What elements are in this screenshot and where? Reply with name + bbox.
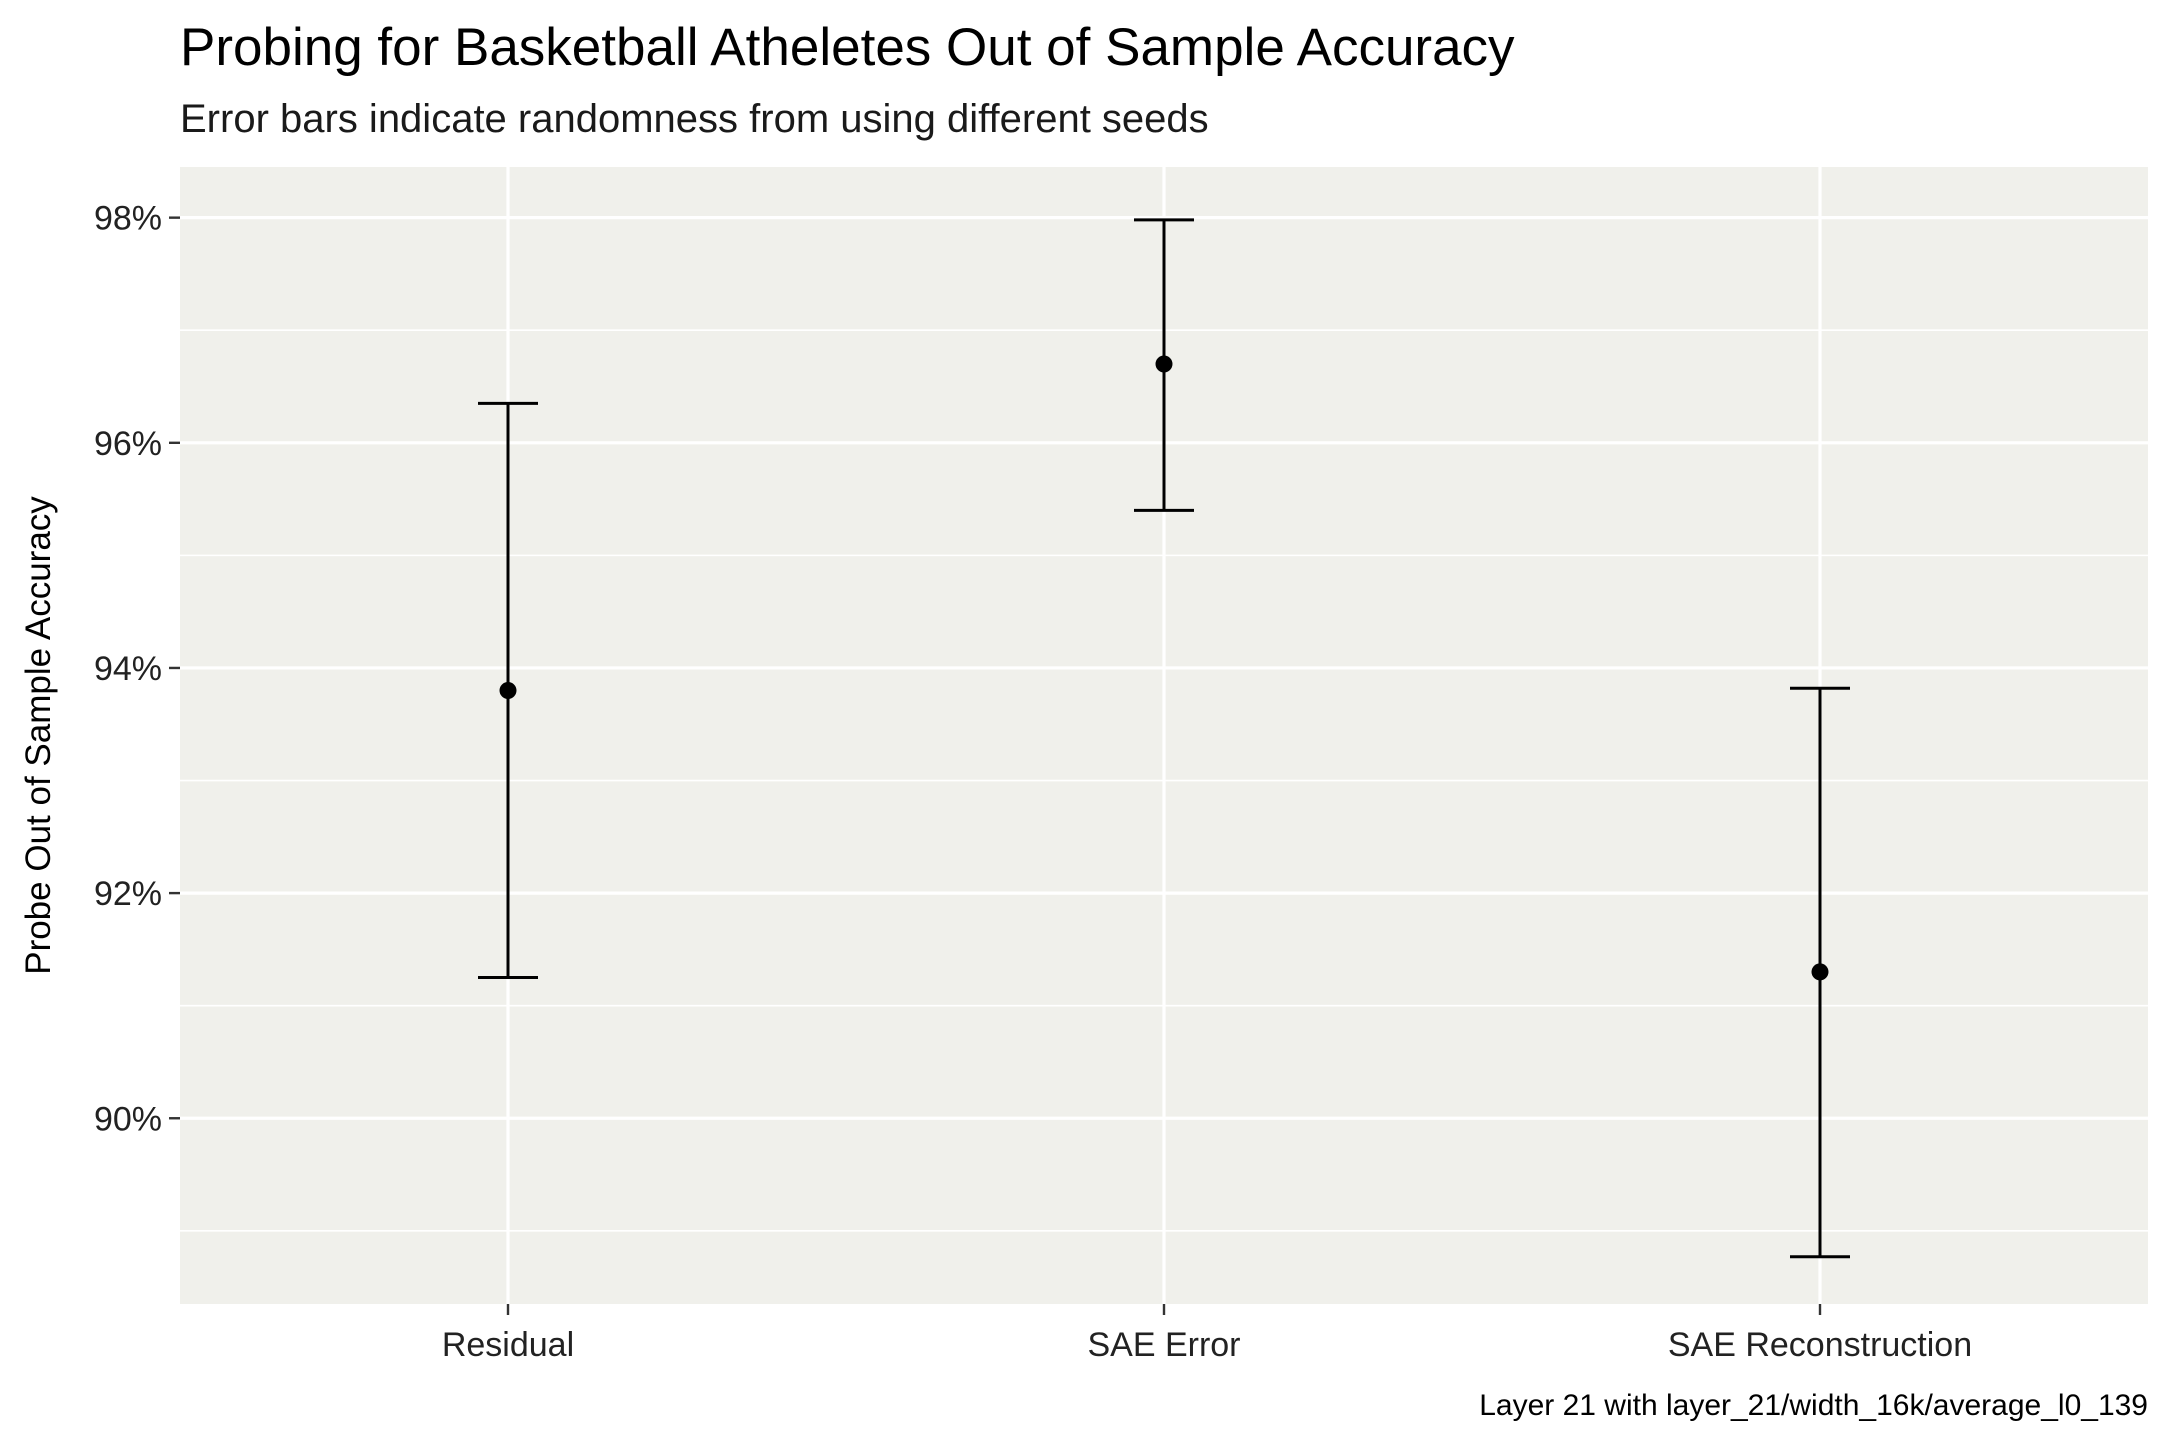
x-tick-label: Residual: [442, 1326, 574, 1364]
axes: 90% 92% 94% 96% 98% Residual SAE Error SAE Reco…: [94, 200, 1972, 1364]
y-tick-label: 94%: [94, 650, 162, 688]
chart-subtitle: Error bars indicate randomness from usin…: [180, 97, 1209, 141]
y-axis-title: Probe Out of Sample Accuracy: [19, 496, 58, 975]
y-tick-label: 92%: [94, 875, 162, 913]
x-tick-label: SAE Error: [1087, 1326, 1240, 1364]
y-tick-label: 98%: [94, 200, 162, 238]
y-tick-label: 96%: [94, 425, 162, 463]
chart-title: Probing for Basketball Atheletes Out of …: [180, 18, 1515, 77]
data-point: [499, 681, 517, 699]
y-tick-label: 90%: [94, 1100, 162, 1138]
x-tick-label: SAE Reconstruction: [1668, 1326, 1972, 1364]
data-marks: [478, 218, 1850, 1259]
data-point: [1155, 355, 1173, 373]
data-point: [1811, 963, 1829, 981]
chart-caption: Layer 21 with layer_21/width_16k/average…: [1479, 1389, 2148, 1422]
